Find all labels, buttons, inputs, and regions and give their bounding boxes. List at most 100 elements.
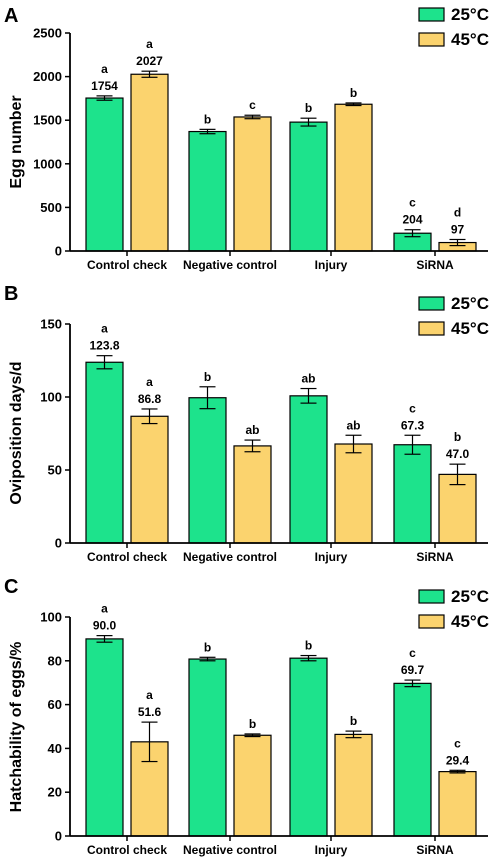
bar <box>289 395 328 544</box>
bar <box>393 444 432 544</box>
panel-label: B <box>4 283 18 305</box>
y-tick-label: 20 <box>48 785 62 800</box>
legend-label: 25°C <box>451 294 489 313</box>
y-tick-label: 0 <box>55 829 62 844</box>
y-tick-label: 2500 <box>33 26 62 41</box>
significance-letter: b <box>249 717 256 731</box>
y-tick-label: 80 <box>48 653 62 668</box>
legend-label: 25°C <box>451 587 489 606</box>
data-label: 204 <box>402 213 422 227</box>
x-tick-label: SiRNA <box>416 843 454 857</box>
bar <box>85 638 124 837</box>
legend-label: 25°C <box>451 5 489 24</box>
significance-letter: b <box>305 101 312 115</box>
y-tick-label: 1000 <box>33 156 62 171</box>
bar <box>334 443 373 544</box>
x-tick-label: Injury <box>315 258 348 272</box>
bar <box>334 733 373 837</box>
data-label: 2027 <box>136 54 163 68</box>
x-tick-label: Negative control <box>183 550 277 564</box>
y-tick-label: 40 <box>48 741 62 756</box>
significance-letter: ab <box>346 418 360 432</box>
data-label: 1754 <box>91 79 118 93</box>
y-axis-title: Egg number <box>8 95 25 188</box>
bar <box>393 682 432 837</box>
y-axis-title: Hatchability of eggs/% <box>8 642 25 813</box>
y-tick-label: 2000 <box>33 69 62 84</box>
bar <box>233 445 272 544</box>
data-label: 86.8 <box>138 392 162 406</box>
y-tick-label: 100 <box>40 610 62 625</box>
x-tick-label: SiRNA <box>416 550 454 564</box>
y-tick-label: 1500 <box>33 113 62 128</box>
significance-letter: c <box>409 196 416 210</box>
x-tick-label: Negative control <box>183 843 277 857</box>
data-label: 29.4 <box>446 753 470 767</box>
bar <box>233 734 272 837</box>
significance-letter: a <box>146 37 153 51</box>
significance-letter: b <box>204 370 211 384</box>
significance-letter: a <box>101 602 108 616</box>
bar <box>85 97 124 252</box>
data-label: 90.0 <box>93 619 117 633</box>
legend-swatch <box>418 614 445 629</box>
significance-letter: d <box>454 205 461 219</box>
bar <box>233 116 272 252</box>
x-tick-label: Control check <box>87 550 167 564</box>
bar <box>438 771 477 837</box>
bar <box>85 361 124 544</box>
significance-letter: a <box>146 688 153 702</box>
y-tick-label: 0 <box>55 244 62 259</box>
significance-letter: ab <box>301 372 315 386</box>
significance-letter: b <box>305 639 312 653</box>
significance-letter: b <box>350 86 357 100</box>
significance-letter: b <box>350 714 357 728</box>
x-tick-label: Control check <box>87 843 167 857</box>
legend-swatch <box>418 589 445 604</box>
bar <box>289 657 328 837</box>
y-axis-title: Oviposition days/d <box>8 361 25 504</box>
significance-letter: a <box>146 375 153 389</box>
data-label: 51.6 <box>138 705 162 719</box>
legend-label: 45°C <box>451 319 489 338</box>
y-tick-label: 60 <box>48 697 62 712</box>
bar <box>188 397 227 544</box>
panel-label: C <box>4 576 18 598</box>
legend-swatch <box>418 7 445 22</box>
y-tick-label: 0 <box>55 536 62 551</box>
significance-letter: a <box>101 322 108 336</box>
significance-letter: ab <box>245 423 259 437</box>
significance-letter: c <box>249 98 256 112</box>
x-tick-label: Injury <box>315 843 348 857</box>
legend-swatch <box>418 321 445 336</box>
significance-letter: b <box>454 430 461 444</box>
significance-letter: c <box>454 736 461 750</box>
data-label: 69.7 <box>401 663 425 677</box>
bar <box>188 130 227 252</box>
x-tick-label: Negative control <box>183 258 277 272</box>
bar <box>130 73 169 252</box>
data-label: 67.3 <box>401 418 425 432</box>
y-tick-label: 50 <box>48 463 62 478</box>
data-label: 123.8 <box>89 339 119 353</box>
bar <box>188 658 227 837</box>
legend-swatch <box>418 296 445 311</box>
panel-label: A <box>4 5 18 27</box>
y-tick-label: 100 <box>40 390 62 405</box>
significance-letter: a <box>101 62 108 76</box>
legend-label: 45°C <box>451 612 489 631</box>
x-tick-label: Injury <box>315 550 348 564</box>
data-label: 47.0 <box>446 447 470 461</box>
x-tick-label: SiRNA <box>416 258 454 272</box>
y-tick-label: 150 <box>40 317 62 332</box>
legend-swatch <box>418 32 445 47</box>
data-label: 97 <box>451 222 465 236</box>
bar <box>130 415 169 544</box>
x-tick-label: Control check <box>87 258 167 272</box>
significance-letter: b <box>204 112 211 126</box>
legend-label: 45°C <box>451 30 489 49</box>
bar <box>289 121 328 252</box>
significance-letter: c <box>409 401 416 415</box>
significance-letter: c <box>409 646 416 660</box>
